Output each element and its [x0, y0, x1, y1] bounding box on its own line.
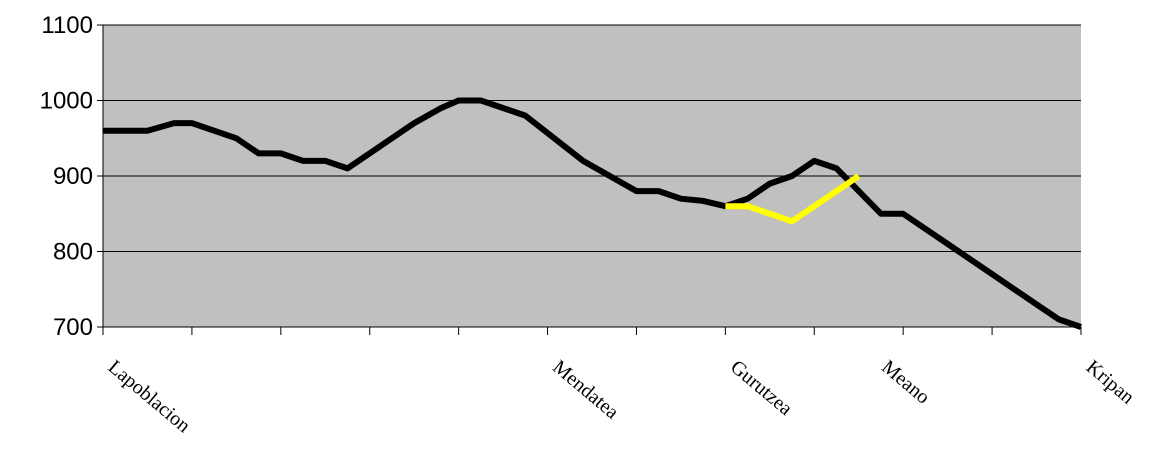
y-tick-label: 900 — [53, 163, 93, 190]
x-tick-label: Gurutzea — [726, 356, 796, 420]
x-tick-label: Lapoblacion — [104, 356, 195, 437]
series-group — [103, 97, 1082, 330]
y-tick-labels: 700 800 900 1000 1100 — [40, 12, 93, 341]
gridlines — [97, 24, 1081, 328]
y-tick-label: 1100 — [41, 12, 93, 39]
x-tick-label: Kripan — [1082, 356, 1139, 409]
x-tick-label: Mendatea — [548, 356, 623, 424]
y-tick-label: 700 — [53, 314, 93, 341]
y-tick-label: 1000 — [40, 88, 93, 115]
x-tick-labels: Lapoblacion Mendatea Gurutzea Meano Kripan — [104, 356, 1139, 437]
axis-ticks — [102, 327, 1082, 335]
x-tick-label: Meano — [877, 356, 934, 409]
series-line-2 — [725, 173, 861, 225]
y-tick-label: 800 — [53, 239, 93, 266]
series-line-1 — [103, 97, 1082, 330]
